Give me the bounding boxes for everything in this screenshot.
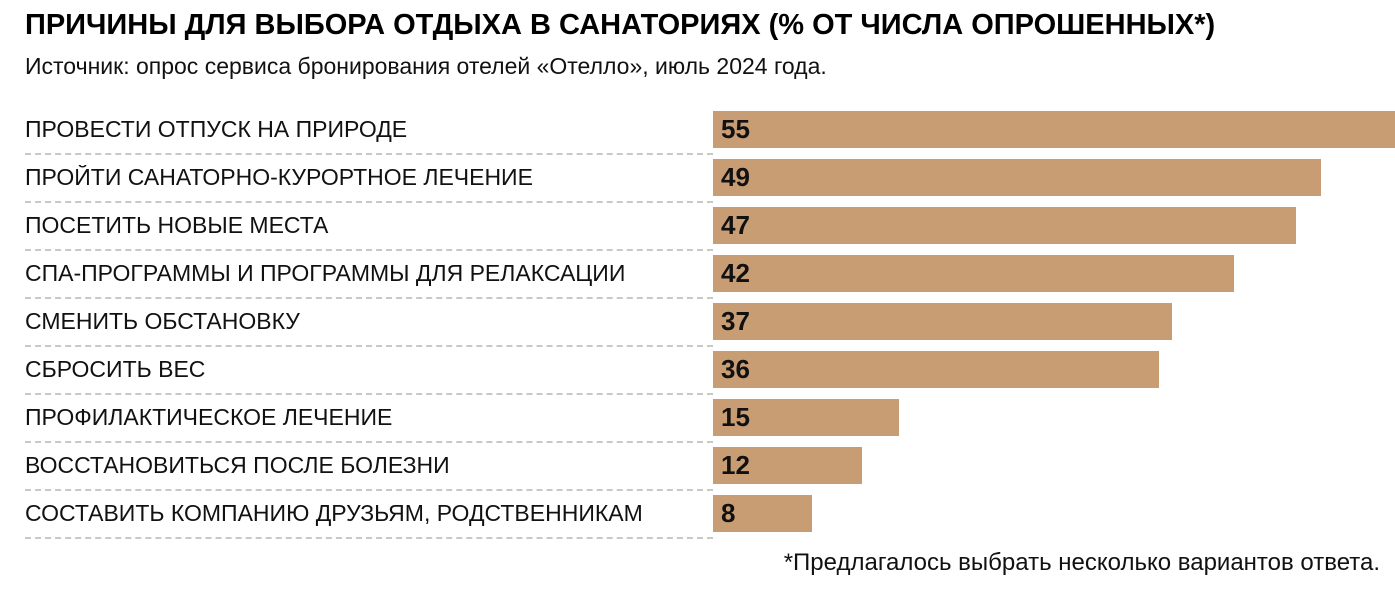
row-separator-line [25, 152, 713, 155]
bar: 36 [713, 351, 1160, 389]
category-label: СПА-ПРОГРАММЫ И ПРОГРАММЫ ДЛЯ РЕЛАКСАЦИИ [25, 260, 626, 286]
page-title: ПРИЧИНЫ ДЛЯ ВЫБОРА ОТДЫХА В САНАТОРИЯХ (… [25, 9, 1216, 41]
row-separator-line [25, 296, 713, 299]
bar-track: 42 [713, 255, 1395, 293]
row-separator-line [25, 200, 713, 203]
value-label: 15 [721, 402, 750, 433]
source-note: Источник: опрос сервиса бронирования оте… [25, 52, 827, 79]
value-label: 55 [721, 114, 750, 145]
row-separator-line [25, 344, 713, 347]
category-label: ПОСЕТИТЬ НОВЫЕ МЕСТА [25, 212, 329, 238]
chart-row: ВОССТАНОВИТЬСЯ ПОСЛЕ БОЛЕЗНИ 12 [25, 442, 1395, 491]
bar-track: 37 [713, 303, 1395, 341]
chart-row: СБРОСИТЬ ВЕС 36 [25, 346, 1395, 395]
value-label: 36 [721, 354, 750, 385]
bar-track: 8 [713, 495, 1395, 533]
value-label: 42 [721, 258, 750, 289]
bar-track: 36 [713, 351, 1395, 389]
bar-track: 49 [713, 159, 1395, 197]
bar: 12 [713, 447, 862, 485]
bar: 49 [713, 159, 1321, 197]
bar: 42 [713, 255, 1234, 293]
category-label: СМЕНИТЬ ОБСТАНОВКУ [25, 308, 300, 334]
bar: 15 [713, 399, 899, 437]
category-label: ПРОВЕСТИ ОТПУСК НА ПРИРОДЕ [25, 116, 408, 142]
chart-row: СОСТАВИТЬ КОМПАНИЮ ДРУЗЬЯМ, РОДСТВЕННИКА… [25, 490, 1395, 539]
chart-row: ПРОФИЛАКТИЧЕСКОЕ ЛЕЧЕНИЕ 15 [25, 394, 1395, 443]
chart-row: СМЕНИТЬ ОБСТАНОВКУ 37 [25, 298, 1395, 347]
value-label: 12 [721, 450, 750, 481]
bar-chart: ПРОВЕСТИ ОТПУСК НА ПРИРОДЕ 55 ПРОЙТИ САНАТ… [25, 106, 1395, 539]
bar: 55 [713, 111, 1395, 149]
row-separator-line [25, 440, 713, 443]
category-label: СОСТАВИТЬ КОМПАНИЮ ДРУЗЬЯМ, РОДСТВЕННИКА… [25, 500, 643, 526]
row-separator-line [25, 392, 713, 395]
chart-row: ПРОВЕСТИ ОТПУСК НА ПРИРОДЕ 55 [25, 106, 1395, 155]
row-separator-line [25, 488, 713, 491]
bar: 47 [713, 207, 1296, 245]
bar: 8 [713, 495, 813, 533]
row-separator-line [25, 248, 713, 251]
category-label: ПРОФИЛАКТИЧЕСКОЕ ЛЕЧЕНИЕ [25, 404, 393, 430]
value-label: 49 [721, 162, 750, 193]
category-label: ВОССТАНОВИТЬСЯ ПОСЛЕ БОЛЕЗНИ [25, 452, 450, 478]
chart-row: СПА-ПРОГРАММЫ И ПРОГРАММЫ ДЛЯ РЕЛАКСАЦИИ… [25, 250, 1395, 299]
chart-row: ПОСЕТИТЬ НОВЫЕ МЕСТА 47 [25, 202, 1395, 251]
bar-track: 12 [713, 447, 1395, 485]
bar-track: 47 [713, 207, 1395, 245]
chart-row: ПРОЙТИ САНАТОРНО-КУРОРТНОЕ ЛЕЧЕНИЕ 49 [25, 154, 1395, 203]
category-label: ПРОЙТИ САНАТОРНО-КУРОРТНОЕ ЛЕЧЕНИЕ [25, 164, 533, 190]
value-label: 47 [721, 210, 750, 241]
value-label: 37 [721, 306, 750, 337]
bar: 37 [713, 303, 1172, 341]
bar-track: 15 [713, 399, 1395, 437]
row-separator-line [25, 536, 713, 539]
value-label: 8 [721, 498, 736, 529]
footnote: *Предлагалось выбрать несколько варианто… [783, 548, 1380, 576]
bar-track: 55 [713, 111, 1395, 149]
category-label: СБРОСИТЬ ВЕС [25, 356, 206, 382]
